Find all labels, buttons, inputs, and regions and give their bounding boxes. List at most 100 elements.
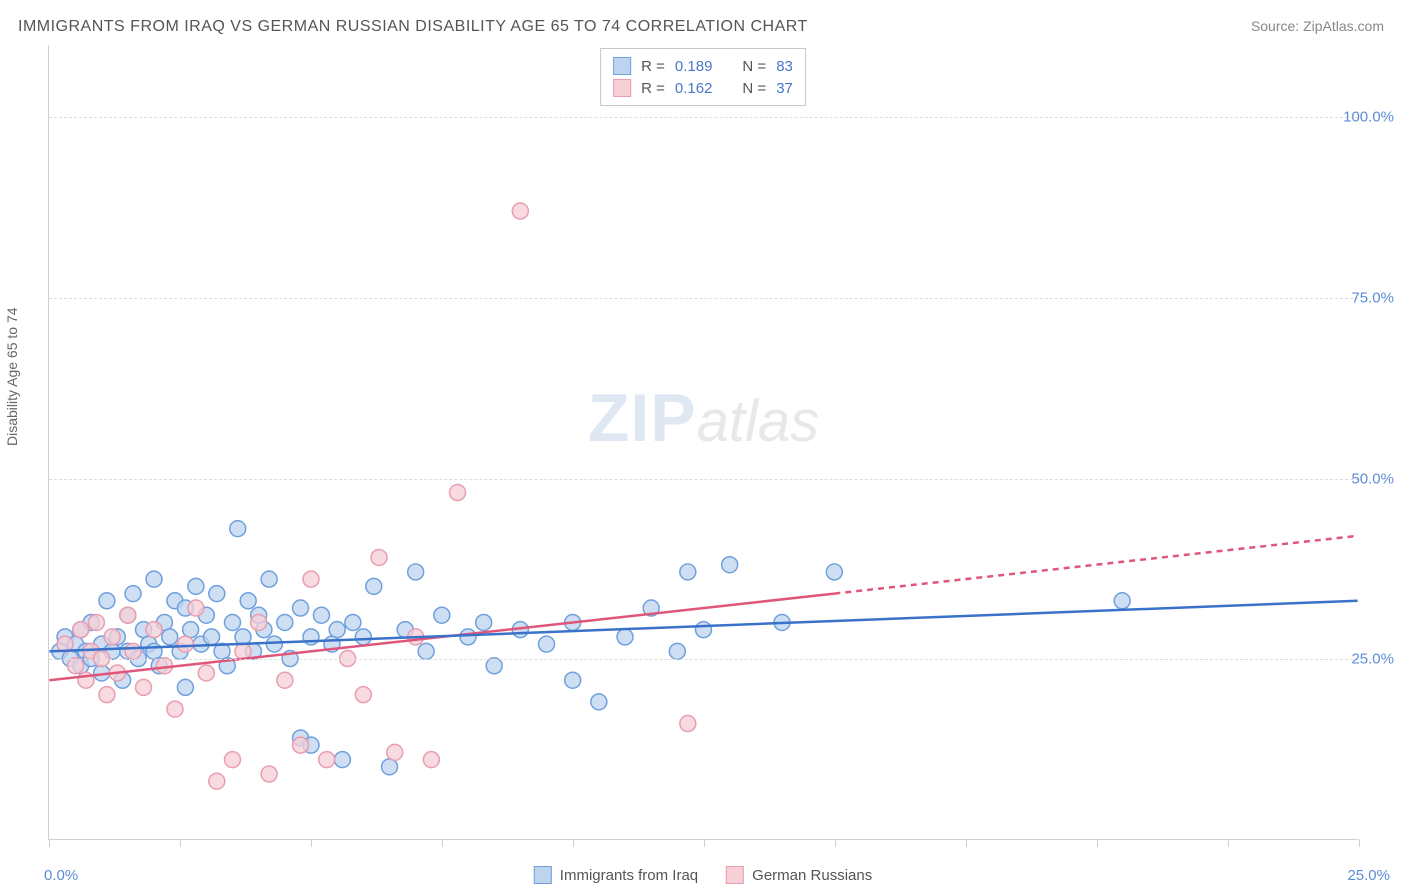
regression-line [834, 536, 1357, 594]
y-tick-label: 50.0% [1351, 470, 1394, 487]
scatter-point [73, 622, 89, 638]
scatter-point [209, 586, 225, 602]
scatter-point [355, 687, 371, 703]
x-tick [311, 839, 312, 847]
scatter-point [146, 571, 162, 587]
scatter-point [188, 578, 204, 594]
gridline [49, 659, 1358, 660]
scatter-point [225, 752, 241, 768]
legend-item: Immigrants from Iraq [534, 866, 698, 884]
x-tick [1228, 839, 1229, 847]
n-label: N = [742, 80, 766, 97]
scatter-point [329, 622, 345, 638]
legend-swatch [726, 866, 744, 884]
scatter-point [198, 665, 214, 681]
r-value: 0.162 [675, 80, 713, 97]
scatter-point [277, 614, 293, 630]
x-tick [573, 839, 574, 847]
scatter-point [371, 550, 387, 566]
scatter-point [434, 607, 450, 623]
x-tick [966, 839, 967, 847]
scatter-point [722, 557, 738, 573]
gridline [49, 479, 1358, 480]
scatter-point [387, 744, 403, 760]
scatter-point [125, 586, 141, 602]
scatter-point [125, 643, 141, 659]
scatter-point [251, 614, 267, 630]
scatter-point [450, 485, 466, 501]
scatter-point [88, 614, 104, 630]
scatter-point [261, 766, 277, 782]
scatter-point [183, 622, 199, 638]
scatter-point [539, 636, 555, 652]
series-legend: Immigrants from Iraq German Russians [534, 866, 872, 884]
correlation-legend: R = 0.189 N = 83 R = 0.162 N = 37 [600, 48, 806, 106]
legend-swatch [534, 866, 552, 884]
scatter-point [423, 752, 439, 768]
scatter-point [345, 614, 361, 630]
x-tick [1359, 839, 1360, 847]
y-tick-label: 25.0% [1351, 651, 1394, 668]
legend-label: Immigrants from Iraq [560, 867, 698, 884]
scatter-point [408, 564, 424, 580]
scatter-point [418, 643, 434, 659]
scatter-point [826, 564, 842, 580]
gridline [49, 298, 1358, 299]
scatter-point [240, 593, 256, 609]
correlation-legend-row: R = 0.162 N = 37 [613, 77, 793, 99]
scatter-point [366, 578, 382, 594]
legend-item: German Russians [726, 866, 872, 884]
r-label: R = [641, 80, 665, 97]
scatter-point [293, 737, 309, 753]
n-label: N = [742, 58, 766, 75]
scatter-point [1114, 593, 1130, 609]
scatter-point [617, 629, 633, 645]
scatter-point [696, 622, 712, 638]
plot-svg [49, 45, 1358, 839]
x-tick [49, 839, 50, 847]
scatter-point [334, 752, 350, 768]
scatter-point [204, 629, 220, 645]
scatter-point [188, 600, 204, 616]
scatter-point [230, 521, 246, 537]
x-tick [704, 839, 705, 847]
scatter-point [99, 687, 115, 703]
scatter-point [476, 614, 492, 630]
scatter-point [99, 593, 115, 609]
x-tick-label: 0.0% [44, 867, 78, 884]
scatter-point [512, 203, 528, 219]
scatter-point [313, 607, 329, 623]
x-tick [442, 839, 443, 847]
scatter-point [146, 622, 162, 638]
scatter-point [225, 614, 241, 630]
correlation-legend-row: R = 0.189 N = 83 [613, 55, 793, 77]
chart-title: IMMIGRANTS FROM IRAQ VS GERMAN RUSSIAN D… [18, 18, 808, 36]
scatter-point [146, 643, 162, 659]
n-value: 37 [776, 80, 793, 97]
scatter-point [167, 701, 183, 717]
scatter-point [136, 679, 152, 695]
scatter-point [382, 759, 398, 775]
n-value: 83 [776, 58, 793, 75]
scatter-point [104, 629, 120, 645]
plot-area: ZIPatlas [48, 45, 1358, 840]
y-tick-label: 100.0% [1343, 109, 1394, 126]
scatter-point [680, 716, 696, 732]
r-label: R = [641, 58, 665, 75]
x-tick [1097, 839, 1098, 847]
scatter-point [162, 629, 178, 645]
scatter-point [177, 636, 193, 652]
scatter-point [177, 679, 193, 695]
scatter-point [261, 571, 277, 587]
x-tick [180, 839, 181, 847]
scatter-point [591, 694, 607, 710]
scatter-point [277, 672, 293, 688]
scatter-point [669, 643, 685, 659]
x-tick-label: 25.0% [1347, 867, 1390, 884]
scatter-point [680, 564, 696, 580]
r-value: 0.189 [675, 58, 713, 75]
gridline [49, 117, 1358, 118]
legend-swatch [613, 57, 631, 75]
scatter-point [209, 773, 225, 789]
scatter-point [293, 600, 309, 616]
